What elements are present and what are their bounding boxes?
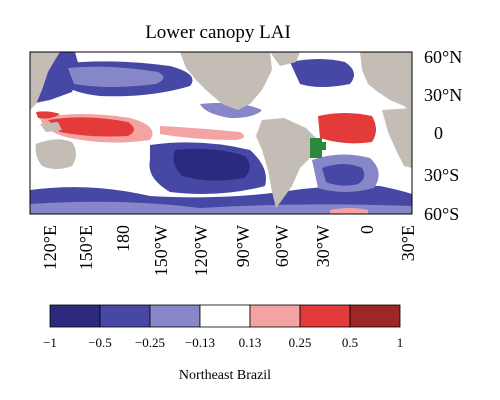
strong-positive-region-equatorial-pacific <box>48 117 134 137</box>
map-frame <box>29 51 413 215</box>
lat-label: 30°S <box>424 165 459 185</box>
positive-region-west-pacific <box>36 111 60 119</box>
colorbar: −1 −0.5 −0.25 −0.13 0.13 0.25 0.5 1 <box>43 304 404 350</box>
lon-label: 90°W <box>233 225 253 267</box>
lon-label: 150°E <box>76 225 96 270</box>
lat-label: 0 <box>434 123 443 143</box>
positive-anomaly-regions <box>36 111 376 214</box>
weak-negative-region-north-pacific <box>68 66 164 87</box>
east-pacific-weak-negative-region <box>200 102 262 118</box>
map-title: Lower canopy LAI <box>145 22 291 43</box>
negative-anomaly-regions <box>30 52 412 214</box>
lon-label: 30°E <box>398 225 418 261</box>
colorbar-swatch <box>149 304 201 328</box>
light-positive-region-south-atlantic <box>330 208 368 214</box>
land-asia <box>30 52 60 110</box>
land-south-america <box>256 118 318 208</box>
colorbar-label: Northeast Brazil <box>179 368 271 383</box>
lat-label: 60°S <box>424 204 459 224</box>
colorbar-swatch <box>299 304 351 328</box>
colorbar-tick-label: 0.25 <box>289 335 312 350</box>
land-masses <box>30 52 412 208</box>
lon-label: 120°E <box>40 225 60 270</box>
northeast-brazil-region <box>310 138 326 158</box>
lon-label: 180 <box>113 225 133 252</box>
colorbar-tick-label: 0.13 <box>239 335 262 350</box>
colorbar-tick-label: 0.5 <box>342 335 358 350</box>
lat-label: 60°N <box>424 47 462 67</box>
lon-label: 0 <box>357 225 377 234</box>
lon-label: 150°W <box>151 225 171 276</box>
very-strong-negative-region-south-pacific <box>173 148 250 181</box>
land-europe <box>360 52 412 112</box>
land-australia <box>35 139 76 169</box>
colorbar-tick-label: −1 <box>43 335 57 350</box>
map-panel <box>29 51 413 215</box>
lon-label: 120°W <box>191 225 211 276</box>
land-north-america <box>180 52 272 110</box>
southern-ocean-weak-negative-region <box>30 201 412 214</box>
colorbar-tick-label: 1 <box>397 335 404 350</box>
lon-label: 60°W <box>272 225 292 267</box>
lat-label: 30°N <box>424 85 462 105</box>
strong-positive-region-tropical-atlantic <box>318 113 376 144</box>
colorbar-swatch <box>249 304 301 328</box>
north-atlantic-negative-region <box>290 59 354 87</box>
colorbar-swatch <box>49 304 101 328</box>
colorbar-swatch <box>199 304 251 328</box>
south-atlantic-strong-negative-region <box>322 164 365 186</box>
land-greenland <box>270 52 300 66</box>
colorbar-tick-label: −0.25 <box>135 335 165 350</box>
lon-label: 30°W <box>313 225 333 267</box>
latitude-axis: 60°N 30°N 0 30°S 60°S <box>424 47 462 224</box>
colorbar-tick-label: −0.13 <box>185 335 215 350</box>
colorbar-tick-label: −0.5 <box>88 335 112 350</box>
colorbar-swatch <box>99 304 151 328</box>
land-indonesia <box>40 122 62 132</box>
longitude-axis: 120°E 150°E 180 150°W 120°W 90°W 60°W 30… <box>40 225 418 276</box>
colorbar-swatch <box>349 304 401 328</box>
light-positive-region-central-pacific <box>160 126 245 140</box>
land-africa <box>382 108 412 168</box>
